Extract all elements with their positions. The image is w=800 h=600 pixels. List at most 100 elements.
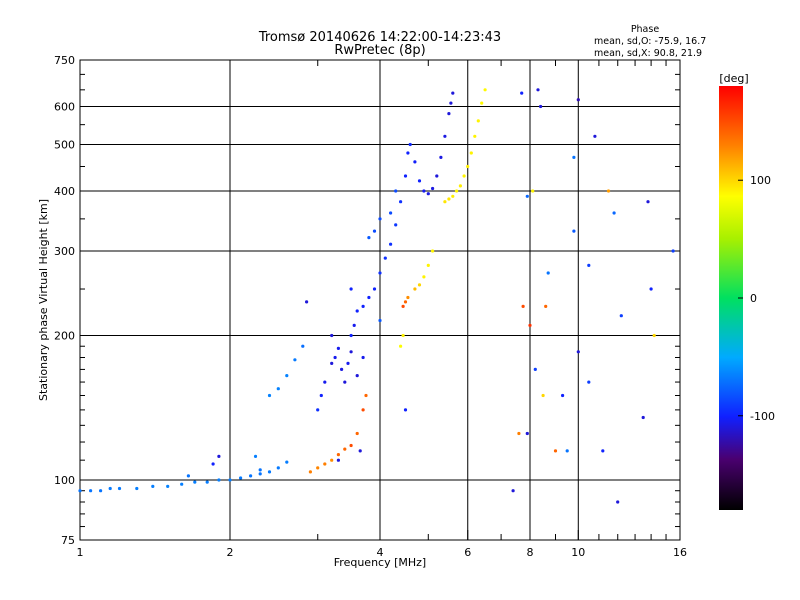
data-point (285, 374, 289, 378)
y-tick-label: 600 (54, 101, 75, 114)
data-point (403, 300, 408, 304)
data-point (355, 431, 359, 436)
data-point (431, 249, 435, 253)
data-point (473, 134, 477, 138)
data-point (511, 489, 515, 493)
data-point (553, 449, 558, 453)
data-point (323, 462, 327, 466)
data-point (166, 484, 170, 488)
data-point (576, 350, 580, 354)
data-point (458, 184, 462, 188)
data-point (671, 249, 675, 253)
data-point (301, 344, 305, 348)
data-point (652, 333, 656, 338)
y-tick-label: 500 (54, 139, 75, 152)
data-point (364, 393, 368, 398)
data-point (619, 314, 623, 318)
chart-subtitle: RwPretec (8p) (334, 43, 425, 58)
data-point (536, 88, 540, 92)
data-point (367, 236, 371, 240)
data-point (319, 393, 323, 398)
data-point (151, 484, 155, 488)
data-point (443, 200, 447, 204)
x-axis-label: Frequency [MHz] (334, 556, 426, 569)
data-point (180, 482, 184, 486)
colorbar-tick-label: 0 (750, 292, 757, 305)
data-point (541, 393, 545, 398)
data-point (267, 393, 272, 398)
data-point (258, 472, 262, 476)
data-point (612, 211, 616, 215)
data-point (449, 101, 453, 105)
data-point (649, 287, 653, 291)
x-tick-label: 10 (571, 546, 585, 559)
data-point (389, 211, 393, 215)
data-point (476, 119, 480, 123)
data-point (417, 283, 422, 287)
data-point (422, 275, 426, 279)
colorbar-tick-label: 100 (750, 174, 771, 187)
data-point (358, 449, 362, 453)
x-tick-label: 1 (77, 546, 84, 559)
data-point (346, 361, 350, 365)
data-point (217, 478, 221, 482)
data-point (367, 295, 371, 300)
y-tick-label: 750 (54, 54, 75, 67)
colorbar-tick-label: -100 (750, 410, 775, 423)
data-point (426, 263, 430, 267)
data-point (378, 271, 382, 275)
data-point (343, 380, 347, 384)
data-point (349, 350, 353, 354)
data-point (455, 189, 459, 193)
stats-line-x: mean, sd,X: 90.8, 21.9 (594, 48, 702, 59)
data-point (413, 160, 417, 164)
chart-title: Tromsø 20140626 14:22:00-14:23:43 (258, 30, 501, 45)
data-point (330, 333, 334, 338)
data-point (517, 431, 521, 436)
data-point (285, 460, 289, 464)
data-point (99, 489, 103, 493)
data-point (462, 174, 466, 178)
data-point (108, 486, 112, 491)
data-point (340, 367, 344, 371)
y-axis-label: Stationary phase Virtual Height [km] (37, 199, 50, 401)
data-point (316, 466, 320, 470)
data-point (305, 300, 309, 304)
data-point (78, 489, 82, 493)
colorbar-unit-label: [deg] (719, 72, 748, 85)
data-point (403, 174, 408, 178)
data-point (323, 380, 327, 384)
data-point (361, 408, 365, 412)
data-point (646, 200, 650, 204)
data-point (451, 91, 455, 95)
data-point (447, 112, 451, 116)
data-point (539, 104, 543, 109)
data-point (361, 355, 365, 360)
data-point (349, 333, 353, 338)
data-point (343, 447, 347, 451)
data-point (525, 194, 529, 198)
data-point (565, 449, 569, 453)
y-tick-label: 400 (54, 185, 75, 198)
data-point (417, 179, 422, 183)
data-point (336, 453, 340, 457)
data-point (525, 431, 529, 436)
data-point (383, 256, 387, 260)
data-point (361, 304, 365, 308)
data-point (293, 358, 297, 362)
data-point (528, 323, 532, 327)
data-point (533, 367, 537, 371)
data-point (544, 304, 548, 308)
data-point (483, 88, 487, 92)
data-point (431, 186, 435, 191)
data-point (576, 98, 580, 102)
data-point (211, 462, 215, 466)
data-point (89, 489, 93, 493)
data-point (451, 194, 455, 198)
data-point (466, 164, 470, 169)
data-point (399, 200, 403, 204)
data-point (378, 217, 382, 221)
data-point (406, 295, 410, 300)
data-point (193, 480, 197, 484)
